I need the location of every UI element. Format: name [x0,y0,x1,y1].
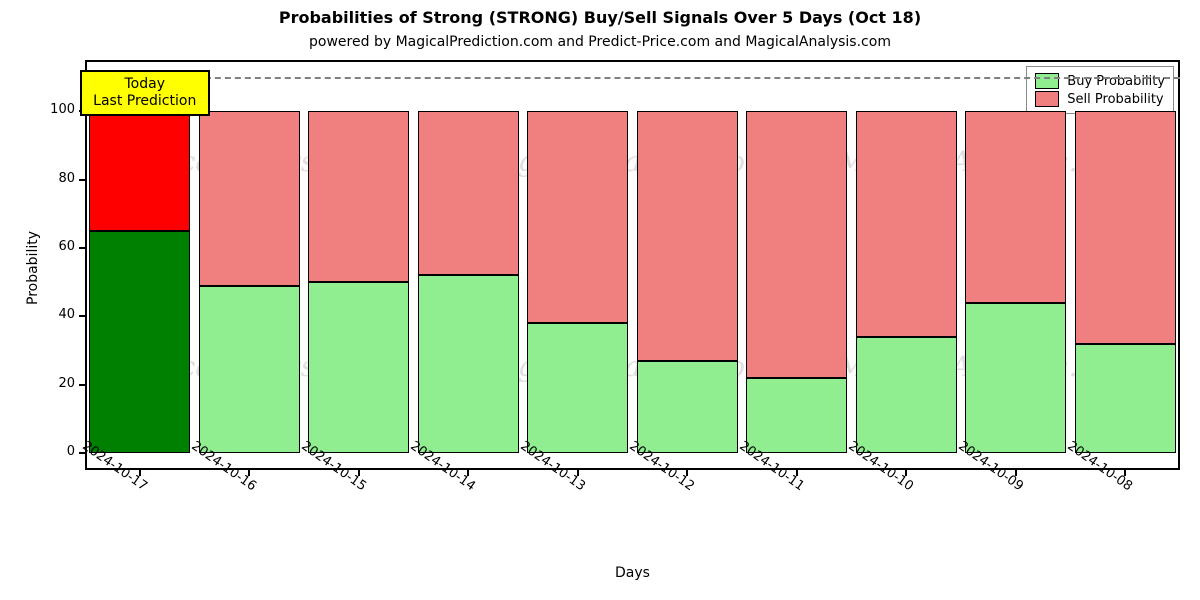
bar-buy [199,286,300,453]
bar-buy [418,275,519,453]
legend: Buy Probability Sell Probability [1026,66,1174,114]
bar-sell [308,111,409,282]
bar-buy [89,231,190,453]
bar-sell [89,111,190,231]
bar-sell [1075,111,1176,343]
chart-title: Probabilities of Strong (STRONG) Buy/Sel… [0,8,1200,27]
chart-container: Probabilities of Strong (STRONG) Buy/Sel… [0,0,1200,600]
bar-sell [965,111,1066,302]
today-label-line: Last Prediction [88,93,202,110]
y-tick-label: 20 [35,376,75,391]
legend-swatch-buy [1035,73,1059,89]
chart-subtitle: powered by MagicalPrediction.com and Pre… [0,34,1200,50]
y-tick-mark [79,384,85,386]
legend-item-sell: Sell Probability [1035,91,1165,107]
bar-buy [746,378,847,453]
bar-sell [746,111,847,378]
bar-sell [637,111,738,360]
y-tick-label: 40 [35,307,75,322]
bar-buy [308,282,409,453]
bar-buy [637,361,738,453]
legend-label-buy: Buy Probability [1067,74,1165,89]
bar-buy [1075,344,1176,453]
y-tick-mark [79,315,85,317]
legend-item-buy: Buy Probability [1035,73,1165,89]
y-tick-mark [79,247,85,249]
bar-sell [418,111,519,275]
legend-label-sell: Sell Probability [1067,92,1163,107]
y-tick-label: 80 [35,171,75,186]
bar-sell [856,111,957,337]
legend-swatch-sell [1035,91,1059,107]
y-tick-label: 60 [35,239,75,254]
y-tick-label: 100 [35,102,75,117]
bar-buy [965,303,1066,453]
bar-sell [527,111,628,323]
y-tick-label: 0 [35,444,75,459]
bar-buy [527,323,628,453]
x-axis-label: Days [85,565,1180,581]
y-tick-mark [79,179,85,181]
reference-line [85,77,1180,79]
today-label: TodayLast Prediction [80,70,210,116]
bar-sell [199,111,300,285]
today-label-line: Today [88,76,202,93]
bar-buy [856,337,957,453]
